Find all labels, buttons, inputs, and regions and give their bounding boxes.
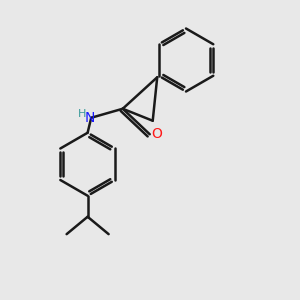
Text: H: H: [77, 109, 86, 119]
Text: N: N: [85, 111, 95, 125]
Text: O: O: [151, 127, 162, 141]
